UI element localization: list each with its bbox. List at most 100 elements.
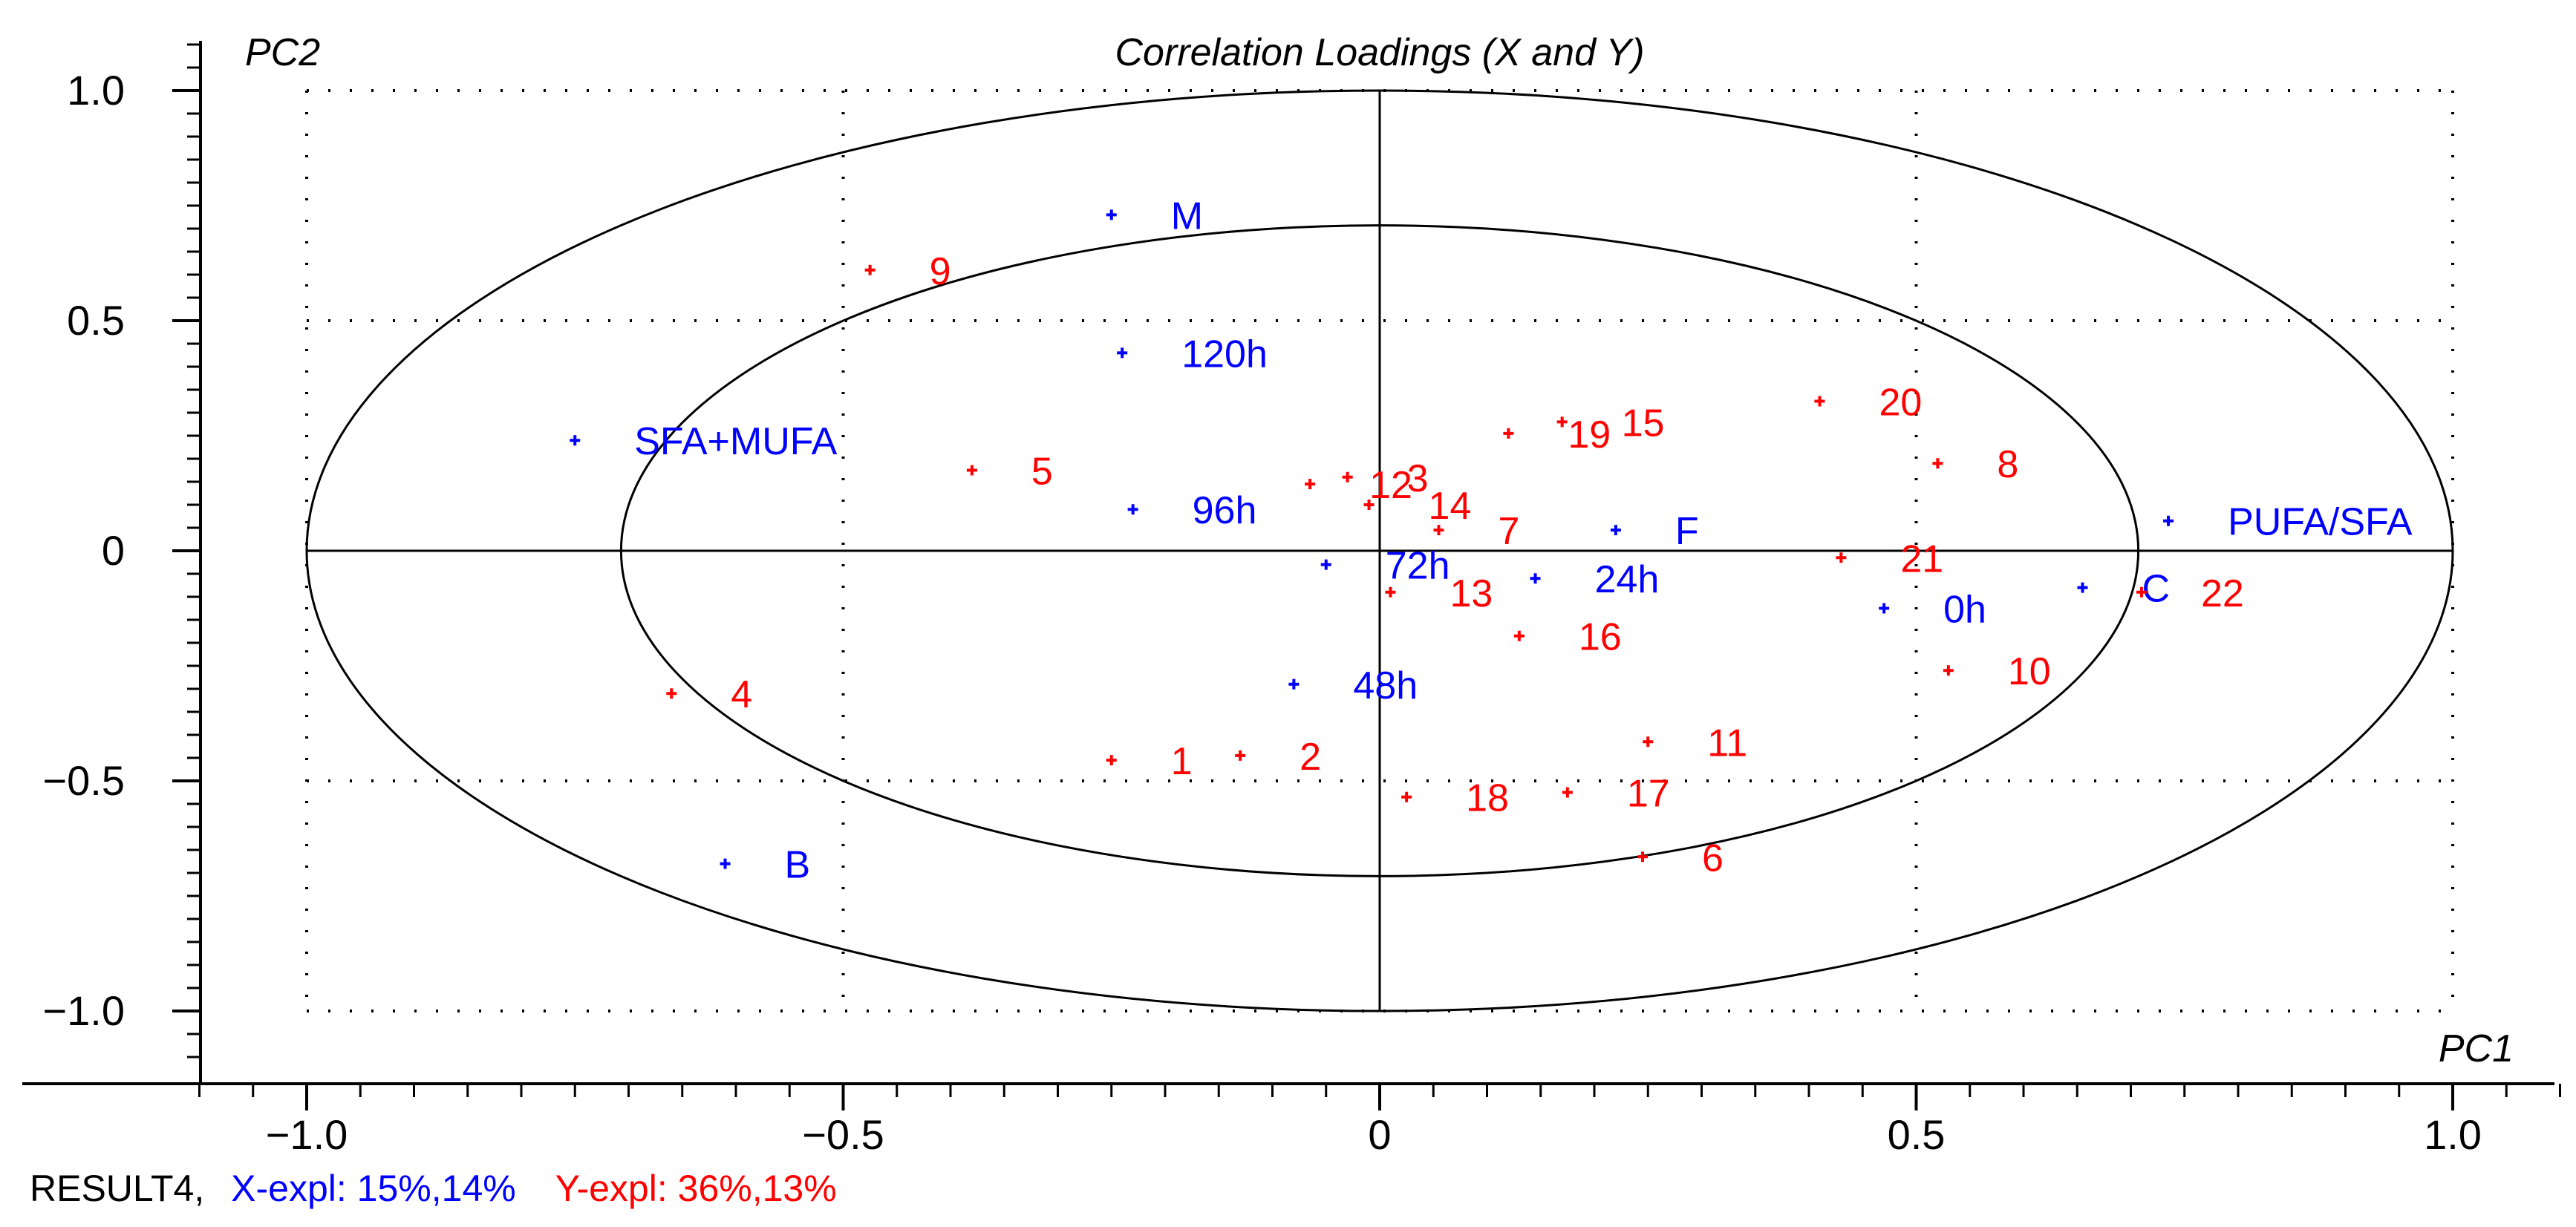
x-tick-label-1: −0.5: [802, 1111, 884, 1158]
y-tick-label-4: −1.0: [42, 987, 125, 1034]
axes: [22, 41, 2554, 1085]
point-marker: [1433, 525, 1444, 536]
y-loading-18: 8: [1932, 443, 2018, 486]
point-marker: [1562, 787, 1573, 798]
y-loading-1: 5: [966, 451, 1053, 494]
y-loading-13: 11: [1643, 722, 1747, 765]
y-tick-label-1: 0.5: [67, 297, 125, 344]
footer-y-expl: Y-expl: 36%,13%: [555, 1168, 837, 1209]
x-tick-label-0: −1.0: [266, 1111, 348, 1158]
y-loading-2: 4: [666, 673, 752, 716]
x-loading-1: 120h: [1117, 333, 1268, 376]
point-marker: [1385, 586, 1396, 598]
x-loading-4: 72h: [1320, 545, 1450, 588]
point-marker: [2136, 586, 2147, 598]
x-loading-3: 96h: [1127, 489, 1257, 532]
point-marker: [1836, 552, 1847, 563]
x-axis-label: PC1: [2439, 1027, 2514, 1070]
y-loading-15: 17: [1562, 773, 1670, 816]
point-label: 0h: [1943, 589, 1986, 632]
point-marker: [1363, 500, 1375, 510]
point-label: 2: [1300, 736, 1321, 779]
grid: [305, 89, 2454, 1012]
point-label: SFA+MUFA: [634, 420, 837, 463]
points: M 120h SFA+MUFA 96h 72h 24h F PUFA/SFA C 0h 48h B 9 5…: [570, 194, 2413, 887]
point-label: 10: [2008, 650, 2051, 693]
point-label: PUFA/SFA: [2228, 501, 2413, 544]
point-marker: [2077, 582, 2088, 593]
y-loading-6: 12: [1305, 464, 1412, 507]
point-marker: [1127, 504, 1138, 515]
y-loading-9: 13: [1385, 572, 1493, 615]
x-loading-7: PUFA/SFA: [2163, 501, 2413, 544]
point-label: 21: [1900, 537, 1943, 580]
point-label: 6: [1702, 837, 1724, 880]
point-label: C: [2142, 568, 2170, 611]
y-loading-11: 15: [1556, 402, 1665, 445]
point-label: B: [785, 844, 811, 887]
point-label: 15: [1622, 402, 1665, 445]
point-marker: [1235, 750, 1246, 761]
y-loading-4: 2: [1235, 736, 1321, 779]
point-marker: [1503, 428, 1514, 439]
point-marker: [1643, 736, 1654, 747]
point-label: 48h: [1353, 664, 1418, 707]
point-label: 22: [2201, 572, 2244, 615]
point-label: 8: [1997, 443, 2018, 486]
point-marker: [1814, 396, 1825, 407]
point-label: 12: [1369, 464, 1412, 507]
footer: RESULT4, X-expl: 15%,14% Y-expl: 36%,13%: [30, 1168, 837, 1209]
y-axis-label: PC2: [245, 31, 320, 74]
point-marker: [666, 688, 677, 699]
point-label: 19: [1568, 413, 1611, 457]
point-label: 1: [1171, 740, 1193, 783]
point-label: 14: [1429, 485, 1472, 528]
point-marker: [1401, 791, 1412, 802]
point-label: 16: [1579, 616, 1622, 659]
y-loading-5: 3: [1342, 457, 1429, 500]
footer-x-expl: X-expl: 15%,14%: [231, 1168, 516, 1209]
x-loading-9: 0h: [1879, 589, 1986, 632]
x-loading-8: C: [2077, 568, 2170, 611]
point-marker: [1320, 559, 1331, 570]
point-marker: [720, 858, 731, 869]
y-loading-14: 18: [1401, 777, 1509, 820]
point-label: 96h: [1193, 489, 1257, 532]
ticks: 1.0 0.5 0 −0.5 −1.0 −1.0 −0.5 0 0.5 1.0: [42, 43, 2561, 1158]
y-loading-21: 10: [1943, 650, 2051, 693]
x-loading-5: 24h: [1530, 558, 1659, 601]
x-tick-label-2: 0: [1368, 1111, 1391, 1158]
y-tick-label-2: 0: [102, 527, 125, 574]
x-loading-2: SFA+MUFA: [570, 420, 838, 463]
x-tick-label-4: 1.0: [2424, 1111, 2482, 1158]
point-marker: [1932, 458, 1943, 469]
point-marker: [1637, 851, 1649, 863]
point-label: 11: [1707, 722, 1747, 765]
point-marker: [1610, 525, 1621, 536]
y-loading-8: 7: [1433, 510, 1519, 553]
y-loading-0: 9: [864, 250, 951, 293]
y-loading-19: 21: [1836, 537, 1943, 580]
point-marker: [1879, 603, 1890, 614]
y-loading-12: 16: [1513, 616, 1622, 659]
point-label: F: [1675, 510, 1699, 553]
point-label: 72h: [1386, 545, 1450, 588]
point-label: 3: [1407, 457, 1429, 500]
chart-title: Correlation Loadings (X and Y): [1115, 31, 1644, 74]
y-loading-10: 19: [1503, 413, 1611, 457]
x-loading-6: F: [1610, 510, 1699, 553]
point-label: 9: [930, 250, 951, 293]
point-marker: [1513, 630, 1525, 641]
point-label: 13: [1450, 572, 1493, 615]
footer-result: RESULT4,: [30, 1168, 204, 1209]
x-loading-11: B: [720, 844, 811, 887]
point-marker: [1106, 755, 1117, 766]
point-marker: [1288, 678, 1300, 690]
point-label: M: [1171, 194, 1203, 238]
point-marker: [1117, 347, 1128, 359]
point-label: 7: [1498, 510, 1519, 553]
point-label: 17: [1627, 773, 1670, 816]
point-marker: [966, 465, 977, 476]
point-marker: [1305, 479, 1316, 490]
